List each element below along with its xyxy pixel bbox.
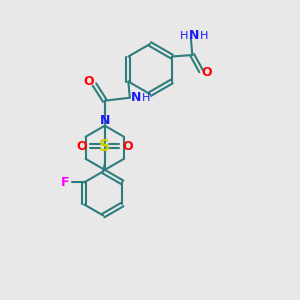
Text: F: F <box>61 176 69 189</box>
Text: O: O <box>83 75 94 88</box>
Text: S: S <box>99 139 110 154</box>
Text: N: N <box>131 91 142 104</box>
Text: O: O <box>201 66 212 79</box>
Text: H: H <box>142 93 150 103</box>
Text: H: H <box>200 31 208 41</box>
Text: N: N <box>189 29 200 42</box>
Text: N: N <box>100 114 110 127</box>
Text: O: O <box>122 140 133 153</box>
Text: H: H <box>180 31 188 41</box>
Text: O: O <box>76 140 87 153</box>
